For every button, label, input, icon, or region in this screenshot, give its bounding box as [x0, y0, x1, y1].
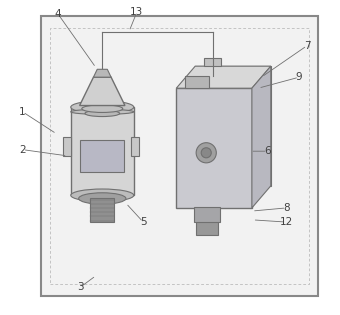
Bar: [176, 88, 252, 208]
Text: 3: 3: [77, 282, 84, 292]
Text: 7: 7: [304, 41, 310, 51]
Bar: [71, 107, 134, 195]
Bar: [185, 76, 209, 88]
Text: 13: 13: [130, 7, 143, 17]
Ellipse shape: [71, 109, 134, 114]
Polygon shape: [94, 69, 111, 77]
Text: 6: 6: [264, 146, 271, 156]
Text: 5: 5: [140, 217, 147, 227]
Bar: [80, 140, 124, 172]
Bar: [50, 28, 309, 284]
Ellipse shape: [85, 110, 120, 117]
Text: 12: 12: [280, 217, 293, 227]
Ellipse shape: [196, 143, 216, 163]
Ellipse shape: [82, 105, 123, 112]
Polygon shape: [80, 77, 125, 106]
Bar: [41, 16, 318, 296]
Text: 2: 2: [19, 145, 26, 155]
Bar: [204, 58, 221, 66]
Text: 1: 1: [19, 107, 26, 117]
Bar: [195, 66, 271, 186]
Bar: [90, 198, 114, 222]
Text: 9: 9: [296, 72, 303, 82]
Ellipse shape: [71, 101, 134, 113]
Ellipse shape: [201, 148, 211, 158]
Bar: [131, 137, 138, 156]
Ellipse shape: [71, 189, 134, 202]
Ellipse shape: [79, 193, 126, 204]
Text: 8: 8: [283, 203, 290, 213]
Bar: [193, 207, 220, 222]
Text: 4: 4: [55, 9, 62, 19]
Polygon shape: [252, 66, 271, 208]
Bar: [196, 221, 218, 235]
Bar: [63, 137, 71, 156]
Polygon shape: [176, 66, 271, 88]
